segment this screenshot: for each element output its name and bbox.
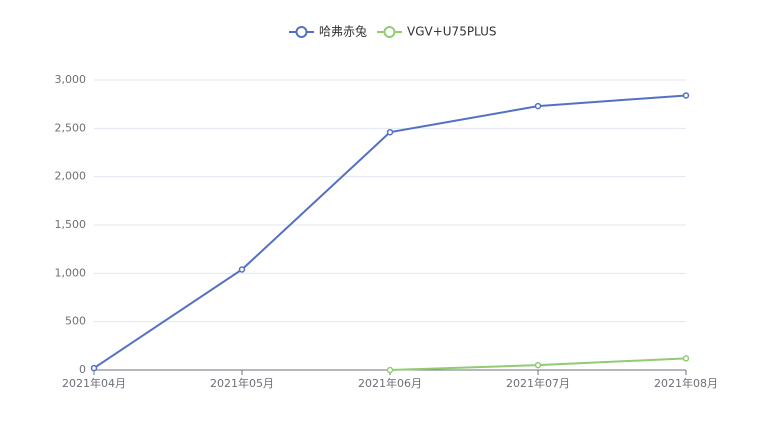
legend-label[interactable]: VGV+U75PLUS bbox=[407, 25, 497, 39]
data-point bbox=[386, 128, 394, 136]
series-line bbox=[93, 94, 687, 369]
y-tick-label: 1,000 bbox=[55, 266, 87, 279]
y-tick-label: 2,000 bbox=[55, 170, 87, 183]
legend-marker bbox=[383, 26, 396, 38]
data-point bbox=[90, 364, 98, 372]
data-point bbox=[386, 366, 394, 374]
data-point bbox=[682, 355, 690, 362]
y-tick-label: 3,000 bbox=[55, 73, 87, 86]
legend-label[interactable]: 哈弗赤兔 bbox=[319, 24, 367, 39]
x-tick-label: 2021年05月 bbox=[210, 376, 274, 390]
x-tick-label: 2021年06月 bbox=[358, 376, 422, 390]
data-point bbox=[682, 92, 690, 99]
data-point bbox=[238, 266, 246, 273]
data-point bbox=[534, 102, 542, 110]
data-point bbox=[534, 361, 542, 369]
legend-marker bbox=[295, 26, 308, 38]
y-tick-label: 0 bbox=[79, 363, 86, 376]
x-tick-label: 2021年08月 bbox=[654, 376, 718, 390]
y-tick-label: 1,500 bbox=[55, 218, 87, 231]
y-tick-label: 500 bbox=[65, 315, 86, 328]
y-tick-label: 2,500 bbox=[55, 121, 87, 134]
x-tick-label: 2021年07月 bbox=[506, 376, 570, 390]
x-tick-label: 2021年04月 bbox=[62, 376, 126, 390]
